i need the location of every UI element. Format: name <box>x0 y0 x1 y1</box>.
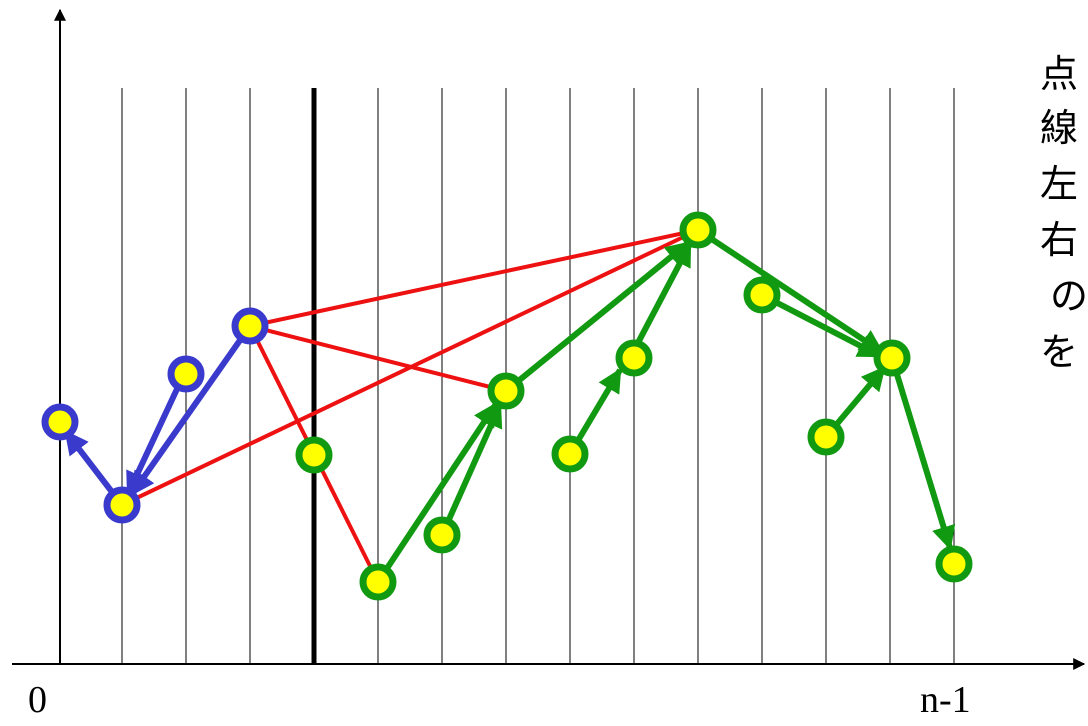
x-end-label: n-1 <box>920 679 971 721</box>
node <box>807 418 845 456</box>
node <box>359 563 397 601</box>
side-text-line-4: 右 <box>1040 218 1079 262</box>
node <box>551 435 589 473</box>
right-edges <box>375 227 956 584</box>
node <box>103 486 141 524</box>
side-text-line-3: 左 <box>1040 162 1079 206</box>
right-edge <box>439 402 503 537</box>
cross-edge <box>249 228 699 328</box>
node <box>487 372 525 410</box>
node <box>873 339 911 377</box>
right-edge <box>889 357 956 551</box>
node <box>423 516 461 554</box>
side-text-line-6: を <box>1040 330 1079 374</box>
right-edge <box>375 401 499 584</box>
side-text-line-1: 点 <box>1040 52 1079 96</box>
node <box>935 545 973 583</box>
side-text-line-5: の <box>1050 274 1088 318</box>
left-nodes <box>41 307 269 524</box>
node <box>41 403 79 441</box>
node <box>679 211 717 249</box>
right-edge <box>504 240 690 394</box>
node <box>231 307 269 345</box>
right-edge <box>696 227 885 355</box>
grid-lines <box>121 88 955 664</box>
right-edge <box>627 241 693 360</box>
node <box>167 355 205 393</box>
node <box>295 436 333 474</box>
node <box>743 276 781 314</box>
left-edges <box>63 324 253 507</box>
node <box>615 339 653 377</box>
left-edge <box>129 324 253 496</box>
right-edge <box>760 292 883 359</box>
x-start-label: 0 <box>28 679 47 721</box>
right-nodes <box>295 211 973 601</box>
cross-edge <box>249 324 507 393</box>
side-text-line-2: 線 <box>1040 106 1079 150</box>
